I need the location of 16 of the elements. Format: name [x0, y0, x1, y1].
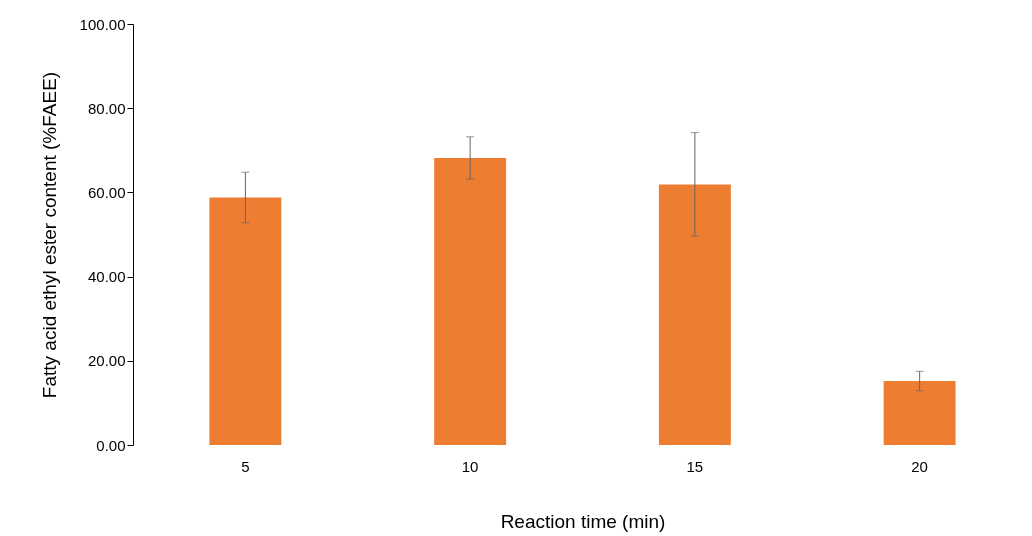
x-axis-title: Reaction time (min) [500, 510, 666, 532]
y-tick-label: 20.00 [87, 352, 126, 370]
bar [883, 381, 956, 445]
x-tick-label: 5 [241, 457, 250, 475]
bar [658, 184, 731, 445]
y-tick-label: 80.00 [87, 99, 126, 117]
bar [209, 197, 282, 445]
bar [434, 157, 507, 445]
x-tick-label: 10 [461, 457, 479, 475]
y-tick-label: 0.00 [96, 436, 126, 454]
y-tick-label: 40.00 [87, 268, 126, 286]
x-tick-label: 15 [686, 457, 704, 475]
y-axis-title: Fatty acid ethyl ester content (%FAEE) [38, 71, 60, 399]
x-tick-label: 20 [911, 457, 928, 475]
y-tick-label: 100.00 [79, 15, 126, 33]
y-tick-label: 60.00 [87, 183, 126, 201]
